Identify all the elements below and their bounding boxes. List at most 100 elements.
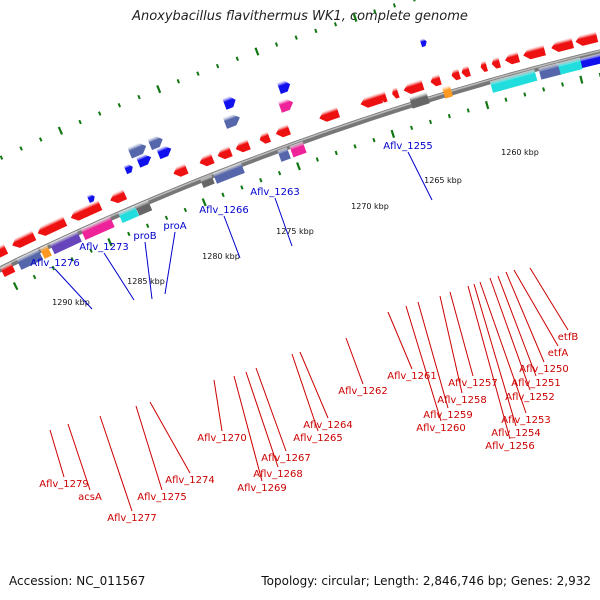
forward-gene-shape <box>136 154 152 168</box>
gene-block-shape <box>39 244 52 259</box>
forward-gene-label: Aflv_1273 <box>79 242 129 253</box>
reverse-label-leader <box>213 379 223 432</box>
inner-scale-tick <box>484 100 490 110</box>
reverse-gene <box>235 138 251 153</box>
forward-gene <box>222 114 240 129</box>
reverse-label-leader <box>135 405 163 491</box>
scale-label: 1270 kbp <box>351 202 389 211</box>
outer-scale-tick <box>78 119 82 125</box>
reverse-gene-label: Aflv_1267 <box>261 453 311 464</box>
reverse-label-leader <box>67 423 91 491</box>
scale-label: 1290 kbp <box>52 298 90 307</box>
inner-scale-tick <box>353 144 357 149</box>
gene-block-shape <box>80 216 115 240</box>
forward-gene-shape <box>222 114 240 129</box>
reverse-gene-shape <box>491 56 502 69</box>
scale-label: 1285 kbp <box>127 277 165 286</box>
outer-scale-tick <box>215 63 220 69</box>
reverse-gene-label: Aflv_1275 <box>137 492 187 503</box>
reverse-gene <box>37 215 68 236</box>
forward-label-leader <box>223 215 241 259</box>
reverse-gene-label: Aflv_1257 <box>448 378 498 389</box>
outer-scale-tick <box>274 42 279 47</box>
outer-scale-tick <box>196 71 200 76</box>
inner-scale-tick <box>240 185 244 190</box>
reverse-gene-shape <box>505 51 521 65</box>
reverse-gene-shape <box>259 131 272 144</box>
reverse-gene <box>173 163 189 177</box>
outer-scale-tick <box>137 94 141 100</box>
reverse-gene-shape <box>451 68 461 81</box>
reverse-gene-shape <box>275 124 291 138</box>
gene-block <box>16 248 44 270</box>
reverse-gene-label: Aflv_1277 <box>107 513 157 524</box>
forward-label-leader <box>164 231 176 295</box>
forward-gene <box>277 98 294 113</box>
reverse-label-leader <box>345 337 364 385</box>
gene-block <box>49 230 82 255</box>
inner-scale-tick <box>164 215 169 221</box>
reverse-label-leader <box>233 375 263 482</box>
reverse-gene-shape <box>523 44 546 60</box>
reverse-gene-shape <box>360 92 384 108</box>
reverse-gene <box>575 31 599 46</box>
reverse-gene <box>319 106 341 122</box>
reverse-gene <box>12 230 37 248</box>
reverse-gene-label: etfA <box>548 348 569 359</box>
reverse-gene <box>430 73 442 87</box>
forward-gene-shape <box>222 95 236 110</box>
inner-scale-tick <box>390 129 396 139</box>
reverse-gene <box>360 92 384 108</box>
reverse-gene-shape <box>110 189 128 204</box>
forward-gene-label: proA <box>163 221 186 232</box>
inner-scale-tick <box>183 207 188 213</box>
reverse-gene-shape <box>199 152 215 167</box>
inner-scale-tick <box>12 282 19 291</box>
gene-block <box>556 57 583 75</box>
inner-scale-tick <box>107 238 113 247</box>
gene-block-shape <box>200 175 215 189</box>
inner-scale-tick <box>579 75 584 84</box>
reverse-gene <box>392 87 400 99</box>
outer-scale-tick <box>19 146 23 151</box>
forward-gene-shape <box>127 142 147 159</box>
reverse-label-leader <box>417 301 449 409</box>
reverse-gene-label: Aflv_1252 <box>505 392 555 403</box>
reverse-gene-label: Aflv_1254 <box>491 428 541 439</box>
reverse-label-leader <box>387 311 413 370</box>
outer-scale-tick <box>235 56 239 61</box>
forward-gene-label: Aflv_1266 <box>199 205 249 216</box>
outer-scale-tick <box>0 155 4 160</box>
reverse-label-leader <box>449 291 474 377</box>
gene-block-shape <box>556 57 583 75</box>
reverse-label-leader <box>479 281 527 414</box>
reverse-gene-label: Aflv_1269 <box>237 483 287 494</box>
reverse-gene-shape <box>392 87 400 99</box>
gene-block <box>441 84 453 99</box>
gene-block <box>289 141 307 158</box>
inner-scale-tick <box>334 150 338 156</box>
gene-block-shape <box>212 168 231 184</box>
reverse-label-leader <box>49 429 65 478</box>
reverse-gene-shape <box>551 37 575 52</box>
reverse-gene-shape <box>480 60 488 72</box>
reverse-gene <box>403 79 425 94</box>
reverse-label-leader <box>405 305 442 422</box>
reverse-label-leader <box>489 277 531 391</box>
reverse-gene <box>275 124 291 138</box>
reverse-gene-label: Aflv_1279 <box>39 479 89 490</box>
reverse-gene-shape <box>403 79 425 94</box>
inner-scale-tick <box>410 125 414 131</box>
gene-block <box>212 168 231 184</box>
reverse-gene-label: Aflv_1261 <box>387 371 437 382</box>
reverse-label-leader <box>299 351 329 419</box>
forward-gene <box>156 145 172 160</box>
reverse-label-leader <box>497 275 537 377</box>
reverse-gene-shape <box>0 243 9 262</box>
gene-block-shape <box>277 147 291 162</box>
forward-gene <box>147 135 163 151</box>
genome-summary-text: Topology: circular; Length: 2,846,746 bp… <box>261 574 591 588</box>
outer-scale-tick <box>314 28 318 34</box>
forward-label-leader <box>54 268 93 310</box>
